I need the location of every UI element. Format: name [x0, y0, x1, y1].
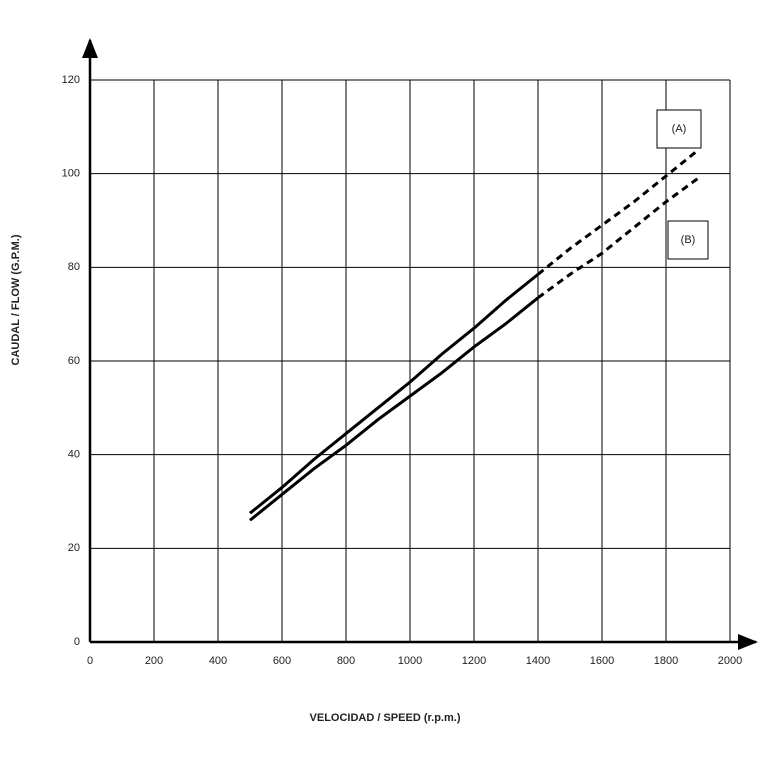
y-tick-label: 40 — [68, 449, 80, 461]
x-tick-label: 0 — [87, 655, 93, 667]
series-label: (B) — [681, 234, 696, 246]
x-tick-label: 600 — [273, 655, 291, 667]
label-box — [656, 109, 702, 149]
y-tick-label: 80 — [68, 261, 80, 273]
y-axis-title: CAUDAL / FLOW (G.P.M.) — [10, 234, 22, 365]
y-tick-label: 0 — [74, 636, 80, 648]
series-line — [249, 296, 539, 522]
label-box — [667, 220, 709, 260]
y-tick-label: 20 — [68, 542, 80, 554]
y-tick-label: 120 — [62, 74, 80, 86]
series-line — [537, 177, 699, 299]
x-tick-label: 200 — [145, 655, 163, 667]
series-line — [249, 273, 539, 515]
y-tick-label: 60 — [68, 355, 80, 367]
x-tick-label: 400 — [209, 655, 227, 667]
y-tick-label: 100 — [62, 168, 80, 180]
x-tick-label: 1600 — [590, 655, 614, 667]
lines — [249, 149, 699, 522]
x-tick-label: 1800 — [654, 655, 678, 667]
x-axis-title: VELOCIDAD / SPEED (r.p.m.) — [310, 712, 461, 724]
grid: 0 200 400 600 800 1000 1200 1400 1600 1800 2000 0 20… — [62, 74, 743, 667]
x-tick-label: 800 — [337, 655, 355, 667]
x-tick-label: 1000 — [398, 655, 422, 667]
series-label: (A) — [672, 123, 687, 135]
series-line — [537, 149, 699, 276]
x-tick-label: 1400 — [526, 655, 550, 667]
x-tick-label: 1200 — [462, 655, 486, 667]
x-tick-label: 2000 — [718, 655, 742, 667]
